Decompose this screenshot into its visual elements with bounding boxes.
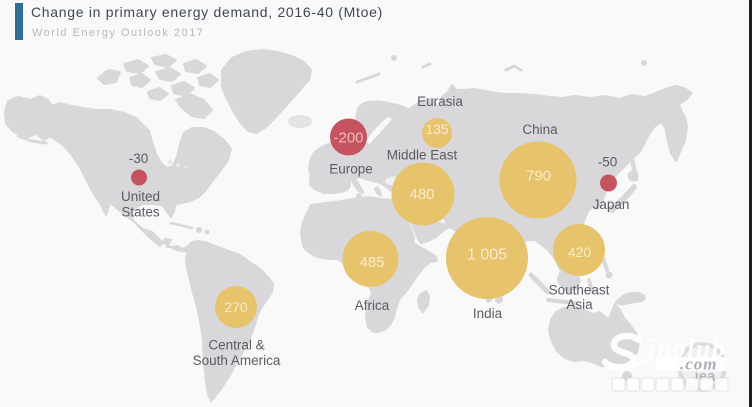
svg-text:World Energy Outlook 2017: World Energy Outlook 2017	[32, 27, 204, 39]
svg-text:Change in primary energy deman: Change in primary energy demand, 2016-40…	[31, 4, 383, 20]
svg-text:United: United	[121, 189, 160, 204]
svg-text:Asia: Asia	[566, 297, 593, 312]
svg-text:420: 420	[568, 244, 592, 260]
svg-text:India: India	[473, 306, 503, 321]
svg-text:Eurasia: Eurasia	[417, 94, 463, 109]
svg-text:-200: -200	[333, 130, 363, 147]
svg-text:Southeast: Southeast	[549, 283, 610, 298]
svg-text:-30: -30	[129, 151, 149, 166]
svg-text:1 005: 1 005	[467, 247, 507, 264]
svg-text:States: States	[121, 205, 160, 220]
svg-text:Middle East: Middle East	[387, 148, 458, 163]
svg-text:270: 270	[224, 299, 248, 315]
svg-text:Europe: Europe	[329, 162, 373, 177]
svg-text:South America: South America	[193, 353, 281, 368]
svg-text:.com: .com	[680, 355, 718, 374]
svg-text:485: 485	[359, 254, 384, 271]
svg-text:Africa: Africa	[355, 298, 390, 313]
svg-text:-50: -50	[598, 155, 618, 170]
svg-text:480: 480	[409, 186, 434, 203]
svg-text:135: 135	[425, 121, 449, 137]
svg-text:China: China	[522, 122, 558, 137]
svg-text:790: 790	[526, 168, 551, 185]
svg-text:Central &: Central &	[208, 338, 264, 353]
svg-text:Japan: Japan	[593, 197, 630, 212]
